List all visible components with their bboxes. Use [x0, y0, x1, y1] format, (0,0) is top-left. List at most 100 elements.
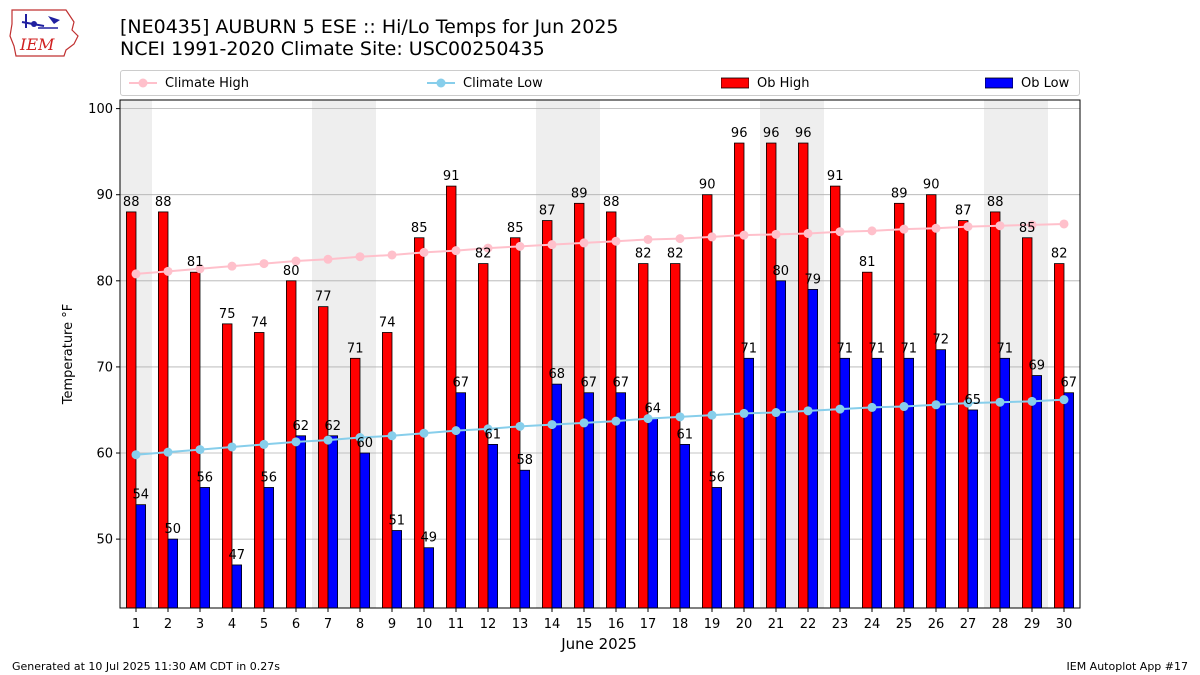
ob-low-bar	[295, 435, 307, 609]
ob-high-swatch-icon	[721, 77, 749, 89]
climate-low-line	[135, 398, 1065, 456]
climate-low-point	[995, 397, 1005, 407]
ob-low-value-label: 56	[709, 470, 726, 485]
ob-low-bar	[839, 357, 851, 609]
ob-low-bar	[775, 280, 787, 609]
ob-low-value-label: 50	[165, 522, 182, 537]
ob-low-bar	[551, 383, 563, 609]
x-tick-label: 10	[416, 617, 433, 632]
climate-lines	[131, 219, 1069, 460]
generated-timestamp: Generated at 10 Jul 2025 11:30 AM CDT in…	[12, 660, 280, 673]
legend-label: Climate High	[165, 75, 250, 91]
ob-low-value-label: 67	[1061, 376, 1078, 391]
climate-high-point	[131, 269, 141, 279]
climate-high-point	[963, 222, 973, 232]
climate-low-point	[227, 442, 237, 452]
ob-low-bar	[967, 409, 979, 609]
ob-high-bar	[381, 332, 393, 609]
legend-label: Climate Low	[463, 75, 543, 91]
ob-low-value-label: 80	[773, 264, 790, 279]
climate-high-point	[291, 256, 301, 266]
plot-frame	[119, 99, 1081, 609]
ob-low-value-label: 71	[901, 341, 918, 356]
ob-high-bar	[542, 220, 553, 609]
climate-low-point	[899, 402, 909, 412]
ob-high-value-label: 91	[443, 169, 460, 184]
climate-low-line-icon	[427, 78, 455, 88]
climate-low-point	[451, 426, 461, 436]
climate-high-point	[579, 238, 589, 248]
climate-low-point	[291, 437, 301, 447]
x-tick-label: 23	[832, 617, 849, 632]
x-tick-label: 9	[388, 617, 396, 632]
ob-high-value-label: 96	[795, 126, 812, 141]
climate-high-line	[135, 222, 1065, 275]
ob-low-bar	[711, 487, 723, 609]
climate-high-point	[387, 250, 397, 260]
x-tick-label: 1	[132, 617, 140, 632]
climate-low-point	[867, 402, 877, 412]
chart-title: [NE0435] AUBURN 5 ESE :: Hi/Lo Temps for…	[120, 16, 619, 38]
climate-low-point	[835, 404, 845, 414]
climate-high-point	[355, 252, 365, 262]
x-tick-label: 4	[228, 617, 236, 632]
y-axis-label: Temperature °F	[61, 304, 76, 405]
ob-high-value-label: 82	[635, 247, 652, 262]
ob-high-bar	[606, 211, 617, 609]
x-tick-label: 22	[800, 617, 817, 632]
ob-high-bar	[958, 220, 969, 609]
x-tick-label: 21	[768, 617, 785, 632]
ob-high-value-label: 88	[155, 195, 172, 210]
x-tick-label: 7	[324, 617, 332, 632]
climate-low-point	[739, 408, 749, 418]
ob-low-bar	[679, 444, 691, 609]
x-tick-label: 24	[864, 617, 881, 632]
ob-high-value-label: 90	[923, 178, 940, 193]
ob-low-bar	[391, 530, 403, 609]
x-tick-label: 28	[992, 617, 1009, 632]
climate-low-point	[771, 408, 781, 418]
climate-high-line-icon	[129, 78, 157, 88]
ob-high-value-label: 77	[315, 290, 332, 305]
ob-low-swatch-icon	[985, 77, 1013, 89]
x-tick-label: 30	[1056, 617, 1073, 632]
climate-high-point	[739, 230, 749, 240]
x-tick-label: 19	[704, 617, 721, 632]
climate-high-point	[515, 241, 525, 251]
ob-high-bar	[1022, 237, 1033, 609]
ob-high-value-label: 89	[571, 186, 588, 201]
y-tick-label: 60	[96, 447, 113, 462]
ob-low-value-label: 67	[581, 376, 598, 391]
climate-high-point	[323, 254, 333, 264]
legend-climate-low: Climate Low	[427, 71, 543, 95]
app-id: IEM Autoplot App #17	[1066, 660, 1189, 673]
legend-ob-high: Ob High	[721, 71, 810, 95]
ob-high-value-label: 74	[379, 315, 396, 330]
x-tick-label: 3	[196, 617, 204, 632]
legend-label: Ob Low	[1021, 75, 1070, 91]
ob-low-value-label: 79	[805, 272, 822, 287]
climate-high-point	[995, 221, 1005, 231]
climate-high-point	[259, 259, 269, 269]
ob-low-bar	[199, 487, 211, 609]
climate-low-point	[611, 416, 621, 426]
ob-low-value-label: 51	[389, 514, 406, 529]
x-tick-label: 14	[544, 617, 561, 632]
ob-high-bar	[317, 306, 329, 609]
ob-low-bar	[423, 547, 435, 609]
ob-low-bar	[167, 538, 179, 609]
climate-high-point	[611, 236, 621, 246]
climate-high-point	[707, 232, 717, 242]
ob-low-bar	[359, 452, 371, 609]
ob-high-bar	[1054, 263, 1065, 609]
x-tick-label: 27	[960, 617, 977, 632]
y-tick-label: 80	[96, 274, 113, 289]
climate-high-point	[675, 234, 685, 244]
x-tick-label: 20	[736, 617, 753, 632]
x-tick-label: 8	[356, 617, 364, 632]
ob-low-value-label: 71	[837, 341, 854, 356]
ob-high-value-label: 87	[539, 204, 556, 219]
climate-high-point	[899, 224, 909, 234]
x-tick-label: 26	[928, 617, 945, 632]
ob-high-value-label: 81	[859, 255, 876, 270]
